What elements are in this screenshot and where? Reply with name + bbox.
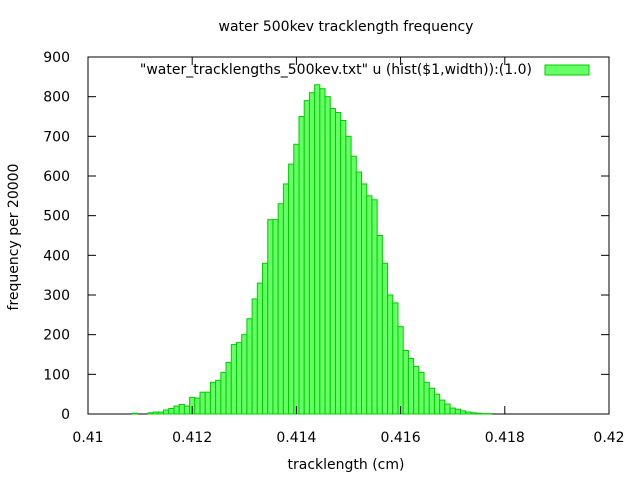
histogram-bar — [329, 108, 336, 415]
histogram-bar — [423, 381, 430, 415]
histogram-bar — [308, 92, 316, 415]
y-tick-label: 700 — [43, 129, 70, 145]
x-tick-label: 0.416 — [381, 430, 421, 446]
histogram-bar — [350, 155, 357, 415]
histogram-bar — [433, 393, 441, 415]
histogram-bar — [387, 294, 394, 415]
y-tick-label: 500 — [43, 209, 70, 225]
histogram-bar — [355, 171, 363, 415]
histogram-bar — [204, 391, 211, 415]
x-tick-label: 0.418 — [485, 430, 525, 446]
histogram-bar — [444, 403, 451, 415]
histogram-bar — [465, 411, 472, 415]
histogram-bar — [314, 84, 321, 415]
histogram-bar — [173, 405, 180, 415]
histogram-bar — [199, 391, 206, 415]
histogram-bar — [371, 199, 378, 415]
x-tick-label: 0.414 — [276, 430, 316, 446]
histogram-bar — [246, 318, 253, 415]
histogram-bar — [298, 116, 305, 415]
histogram-bar — [194, 397, 201, 415]
legend: "water_tracklengths_500kev.txt" u (hist(… — [140, 62, 590, 78]
x-tick-label: 0.42 — [593, 430, 624, 446]
histogram-bar — [147, 412, 154, 415]
y-tick-label: 300 — [43, 288, 70, 304]
y-tick-label: 100 — [43, 367, 70, 383]
histogram-bar — [334, 112, 342, 415]
histogram-bar — [381, 262, 389, 415]
histogram-bar — [475, 412, 482, 415]
histogram-bar — [454, 408, 462, 415]
y-tick-label: 800 — [43, 90, 70, 106]
histogram-bar — [413, 365, 420, 415]
histogram-bar — [152, 411, 159, 415]
chart-title: water 500kev tracklength frequency — [219, 19, 474, 35]
histogram-bar — [376, 235, 383, 415]
histogram-bar — [262, 262, 269, 415]
histogram-bar — [319, 88, 326, 415]
histogram-bar — [230, 344, 237, 415]
histogram-bar — [178, 403, 185, 415]
histogram-bar — [282, 183, 290, 415]
histogram-bar — [392, 302, 399, 415]
histogram-bar — [324, 96, 331, 415]
histogram-bar — [163, 409, 170, 415]
ticks-group: 0.41 0.412 0.414 0.416 0.418 0.42 0 100 200 300 40… — [43, 50, 624, 446]
histogram-bar — [272, 219, 279, 415]
histogram-bar — [235, 342, 243, 415]
y-tick-label: 0 — [61, 407, 70, 423]
histogram-bar — [288, 163, 295, 415]
histogram-bar — [225, 361, 232, 415]
histogram-bar — [428, 387, 435, 415]
histogram-bar — [418, 371, 425, 415]
legend-swatch — [544, 64, 590, 76]
y-tick-label: 400 — [43, 248, 70, 264]
histogram-bar — [220, 371, 227, 415]
histogram-bar — [256, 282, 264, 415]
histogram-bar — [277, 203, 284, 415]
x-axis-label: tracklength (cm) — [288, 457, 405, 473]
bars-group — [131, 84, 493, 415]
histogram-bar — [241, 334, 248, 415]
histogram-bar — [215, 379, 222, 415]
y-tick-label: 200 — [43, 328, 70, 344]
histogram-bar — [470, 412, 477, 415]
histogram-bar — [131, 412, 138, 415]
histogram-bar — [397, 326, 404, 415]
histogram-bar — [361, 183, 368, 415]
x-tick-label: 0.412 — [172, 430, 212, 446]
histogram-bar — [209, 381, 217, 415]
histogram-bar — [460, 410, 467, 415]
plot-area: 0.41 0.412 0.414 0.416 0.418 0.42 0 100 200 300 40… — [43, 50, 624, 446]
histogram-bar — [168, 407, 175, 415]
histogram-bar — [402, 350, 409, 415]
y-axis-label: frequency per 20000 — [6, 164, 22, 311]
histogram-bar — [439, 399, 446, 415]
histogram-bar — [366, 195, 373, 415]
histogram-bar — [449, 407, 456, 415]
x-tick-label: 0.41 — [72, 430, 103, 446]
histogram-bar — [340, 119, 347, 415]
y-tick-label: 900 — [43, 50, 70, 66]
histogram-bar — [293, 143, 300, 415]
histogram-bar — [345, 135, 352, 415]
legend-label: "water_tracklengths_500kev.txt" u (hist(… — [140, 62, 532, 78]
histogram-bar — [251, 298, 258, 415]
histogram-bar — [303, 100, 310, 415]
histogram-bar — [407, 357, 415, 415]
histogram-bar — [157, 411, 165, 415]
histogram-bar — [267, 219, 274, 415]
y-tick-label: 600 — [43, 169, 70, 185]
histogram-bar — [183, 405, 191, 415]
